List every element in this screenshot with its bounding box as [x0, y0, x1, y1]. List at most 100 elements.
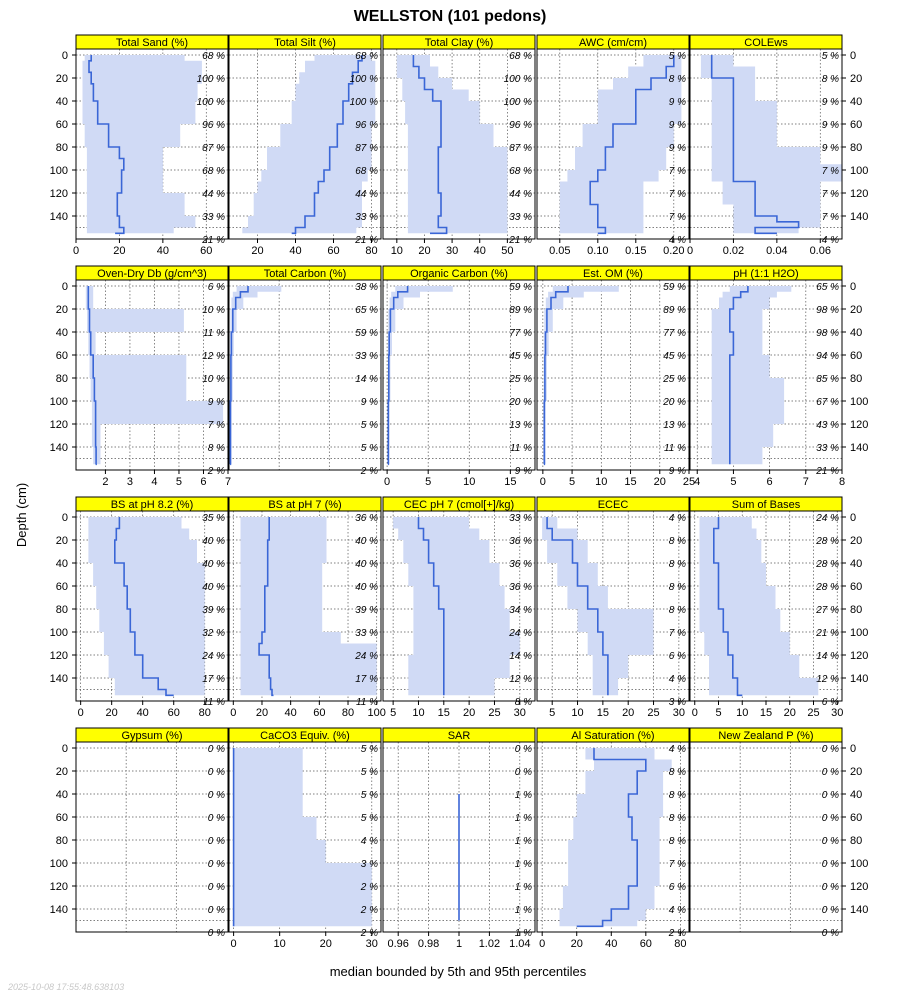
- percent-label: 9 %: [208, 397, 225, 408]
- percent-label: 68 %: [202, 51, 225, 62]
- percentile-band: [229, 286, 282, 465]
- percent-label: 1 %: [515, 813, 532, 824]
- percent-label: 0 %: [822, 744, 839, 755]
- x-tick-label: 30: [366, 938, 378, 950]
- y-tick-label-right: 40: [850, 558, 862, 570]
- percent-label: 24 %: [354, 651, 378, 662]
- y-tick-label: 120: [50, 419, 68, 431]
- panel-frame: [689, 279, 843, 471]
- x-tick-label: 20: [622, 707, 634, 719]
- x-tick-label: 4: [694, 476, 700, 488]
- x-tick-label: 0.02: [723, 245, 744, 257]
- percent-label: 13 %: [663, 420, 686, 431]
- panel-frame: [689, 48, 843, 240]
- percent-label: 8 %: [669, 605, 686, 616]
- panel-frame: [382, 48, 536, 240]
- x-tick-label: 5: [715, 707, 721, 719]
- percent-label: 38 %: [355, 282, 378, 293]
- panel-frame: [75, 741, 229, 933]
- percent-label: 2 %: [207, 466, 225, 477]
- y-tick-label: 140: [50, 904, 68, 916]
- x-tick-label: 0.15: [625, 245, 646, 257]
- median-line: [387, 286, 409, 466]
- percent-label: 12 %: [202, 351, 225, 362]
- percent-label: 0 %: [208, 767, 225, 778]
- y-tick-label-right: 100: [850, 858, 868, 870]
- percent-label: 4 %: [669, 235, 686, 246]
- panel-title: Est. OM (%): [583, 268, 643, 280]
- percent-label: 8 %: [669, 790, 686, 801]
- x-tick-label: 0: [539, 938, 545, 950]
- x-tick-label: 5: [176, 476, 182, 488]
- panel-title: ECEC: [598, 499, 629, 511]
- percent-label: 7 %: [669, 212, 686, 223]
- percent-label: 9 %: [669, 143, 686, 154]
- panel-frame: [228, 48, 382, 240]
- x-tick-label: 50: [501, 245, 513, 257]
- x-tick-label: 10: [595, 476, 607, 488]
- percent-label: 9 %: [822, 97, 839, 108]
- percent-label: 7 %: [208, 420, 225, 431]
- percent-label: 8 %: [669, 582, 686, 593]
- percent-label: 7 %: [669, 859, 686, 870]
- percentile-band: [233, 748, 372, 927]
- panel-frame: [228, 510, 382, 702]
- percent-label: 1 %: [515, 905, 532, 916]
- y-tick-label: 80: [56, 142, 68, 154]
- percent-label: 11 %: [510, 443, 532, 454]
- panel-new-zealand-p: New Zealand P (%) 0 % 0 % 0 % 0 % 0 % 0 % 0 % 0 …: [689, 727, 843, 939]
- percent-label: 9 %: [515, 466, 532, 477]
- x-tick-label: 2: [102, 476, 108, 488]
- panel-title: Total Sand (%): [116, 37, 188, 49]
- y-tick-label-right: 0: [850, 743, 856, 755]
- x-tick-label: 0.04: [766, 245, 787, 257]
- y-tick-label: 20: [56, 535, 68, 547]
- percent-label: 5 %: [361, 744, 378, 755]
- panel-organic-carbon: Organic Carbon (%)59 %89 %77 %45 %25 %20…: [382, 265, 536, 488]
- percent-label: 7 %: [669, 166, 686, 177]
- percent-label: 2 %: [360, 905, 378, 916]
- panel-colews: COLEws 5 % 8 % 9 % 9 % 9 % 7 % 7 % 7 % 4 % 0 0.02 0.…: [687, 34, 843, 257]
- y-tick-label-right: 40: [850, 789, 862, 801]
- percent-label: 25 %: [662, 374, 686, 385]
- x-tick-label: 60: [200, 245, 212, 257]
- percent-label: 2 %: [668, 928, 686, 939]
- y-tick-label-right: 140: [850, 442, 868, 454]
- median-line: [713, 517, 743, 697]
- percent-label: 94 %: [816, 351, 839, 362]
- percent-label: 33 %: [355, 351, 378, 362]
- x-tick-label: 4: [151, 476, 157, 488]
- percent-label: 36 %: [355, 513, 378, 524]
- x-tick-label: 0.10: [587, 245, 608, 257]
- y-tick-label-right: 80: [850, 373, 862, 385]
- percent-label: 96 %: [509, 120, 532, 131]
- percent-label: 10 %: [202, 305, 225, 316]
- x-tick-label: 40: [285, 707, 297, 719]
- percent-label: 39 %: [202, 605, 225, 616]
- panel-frame: [536, 741, 690, 933]
- y-axis-label: Depth (cm): [14, 483, 29, 547]
- percent-label: 0 %: [822, 836, 839, 847]
- percent-label: 0 %: [515, 767, 532, 778]
- percent-label: 34 %: [509, 605, 532, 616]
- y-tick-label-right: 100: [850, 627, 868, 639]
- median-line: [417, 517, 445, 696]
- panel-total-carbon: Total Carbon (%) 38 % 65 % 59 % 33 % 14 % 9 % 5…: [228, 265, 382, 477]
- percentile-band: [240, 517, 377, 696]
- panel-sum-of-bases: Sum of Bases 24 % 28 % 28 % 28 % 27 % 21 % 14 %…: [689, 496, 843, 719]
- percent-label: 40 %: [355, 582, 378, 593]
- y-tick-label: 120: [50, 188, 68, 200]
- percent-label: 8 %: [669, 767, 686, 778]
- percent-label: 0 %: [822, 905, 839, 916]
- percent-label: 5 %: [822, 51, 839, 62]
- percentile-band: [559, 748, 672, 927]
- x-tick-label: 10: [571, 707, 583, 719]
- y-tick-label: 20: [56, 304, 68, 316]
- y-tick-label: 100: [50, 165, 68, 177]
- panel-sar: SAR 0 % 0 % 1 % 1 % 1 % 1 % 1 % 1 % 1 % 0.96 0.98 1 1…: [382, 727, 536, 950]
- percent-label: 8 %: [822, 74, 839, 85]
- timestamp: 2025-10-08 17:55:48.638103: [7, 982, 124, 992]
- percent-label: 59 %: [355, 328, 378, 339]
- percent-label: 33 %: [509, 212, 532, 223]
- x-tick-label: 0: [230, 707, 236, 719]
